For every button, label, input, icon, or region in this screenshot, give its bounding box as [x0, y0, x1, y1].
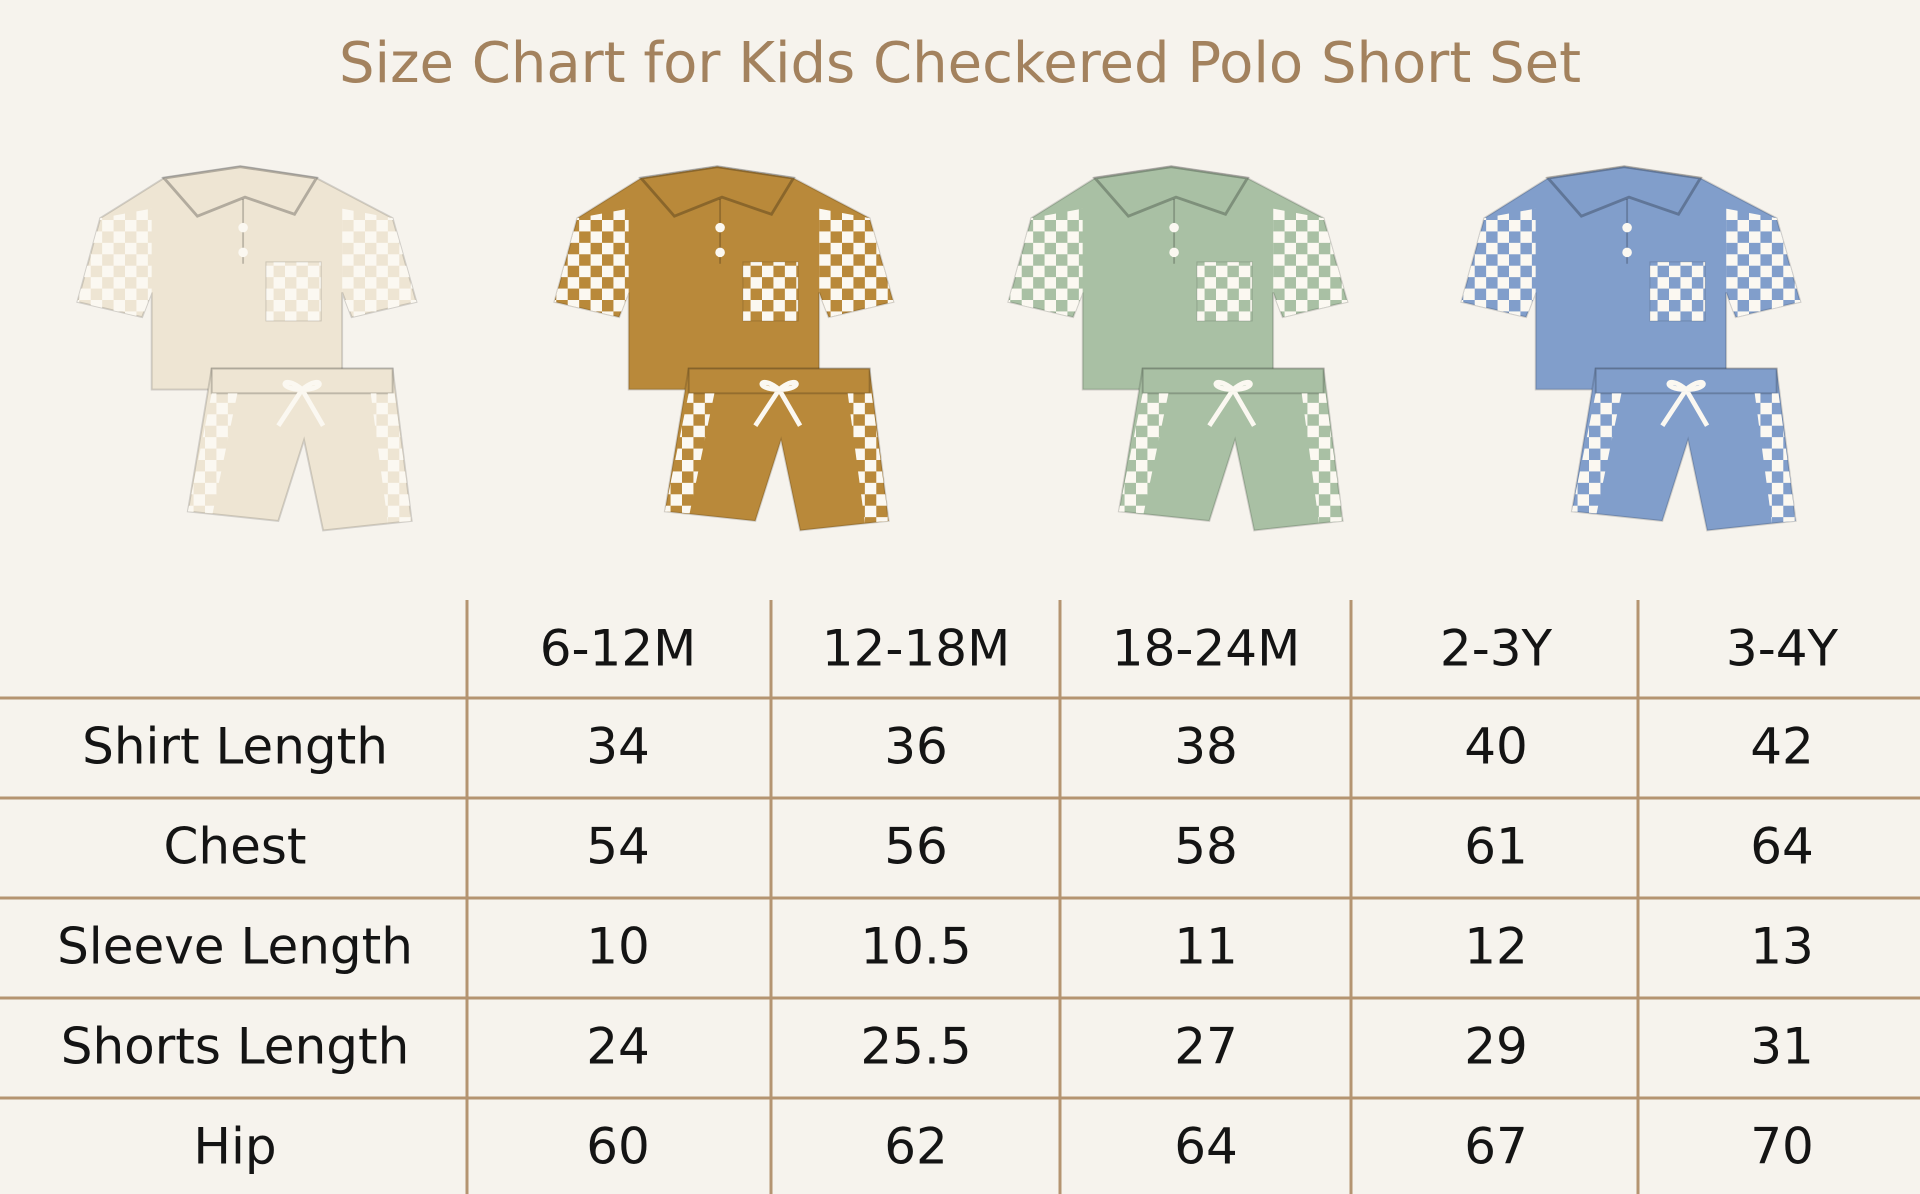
cell-value: 13 — [1750, 918, 1814, 976]
outfit-illustration — [77, 167, 416, 531]
outfit-illustration — [554, 167, 893, 531]
row-label: Shorts Length — [61, 1018, 410, 1076]
outfit-illustration — [1008, 167, 1347, 531]
cell-value: 56 — [884, 818, 948, 876]
cell-value: 67 — [1464, 1118, 1528, 1176]
cell-value: 62 — [884, 1118, 948, 1176]
cell-value: 11 — [1174, 918, 1238, 976]
column-header: 18-24M — [1112, 620, 1300, 678]
column-header: 2-3Y — [1440, 620, 1553, 678]
cell-value: 64 — [1750, 818, 1814, 876]
cell-value: 61 — [1464, 818, 1528, 876]
title: Size Chart for Kids Checkered Polo Short… — [339, 31, 1581, 96]
cell-value: 25.5 — [860, 1018, 971, 1076]
size-table: 6-12M 12-18M 18-24M 2-3Y 3-4Y Shirt Length 34 3… — [0, 600, 1920, 1194]
cell-value: 70 — [1750, 1118, 1814, 1176]
column-header: 12-18M — [822, 620, 1010, 678]
row-label: Chest — [163, 818, 306, 876]
column-header: 3-4Y — [1726, 620, 1839, 678]
cell-value: 60 — [586, 1118, 650, 1176]
row-label: Sleeve Length — [57, 918, 413, 976]
cell-value: 58 — [1174, 818, 1238, 876]
column-header: 6-12M — [540, 620, 697, 678]
cell-value: 40 — [1464, 718, 1528, 776]
cell-value: 10.5 — [860, 918, 971, 976]
cell-value: 42 — [1750, 718, 1814, 776]
cell-value: 24 — [586, 1018, 650, 1076]
cell-value: 38 — [1174, 718, 1238, 776]
cell-value: 31 — [1750, 1018, 1814, 1076]
cell-value: 12 — [1464, 918, 1528, 976]
cell-value: 64 — [1174, 1118, 1238, 1176]
cell-value: 34 — [586, 718, 650, 776]
cell-value: 27 — [1174, 1018, 1238, 1076]
cell-value: 54 — [586, 818, 650, 876]
outfit-illustration — [1461, 167, 1800, 531]
cell-value: 36 — [884, 718, 948, 776]
row-label: Shirt Length — [82, 718, 388, 776]
row-label: Hip — [193, 1118, 276, 1176]
cell-value: 10 — [586, 918, 650, 976]
cell-value: 29 — [1464, 1018, 1528, 1076]
